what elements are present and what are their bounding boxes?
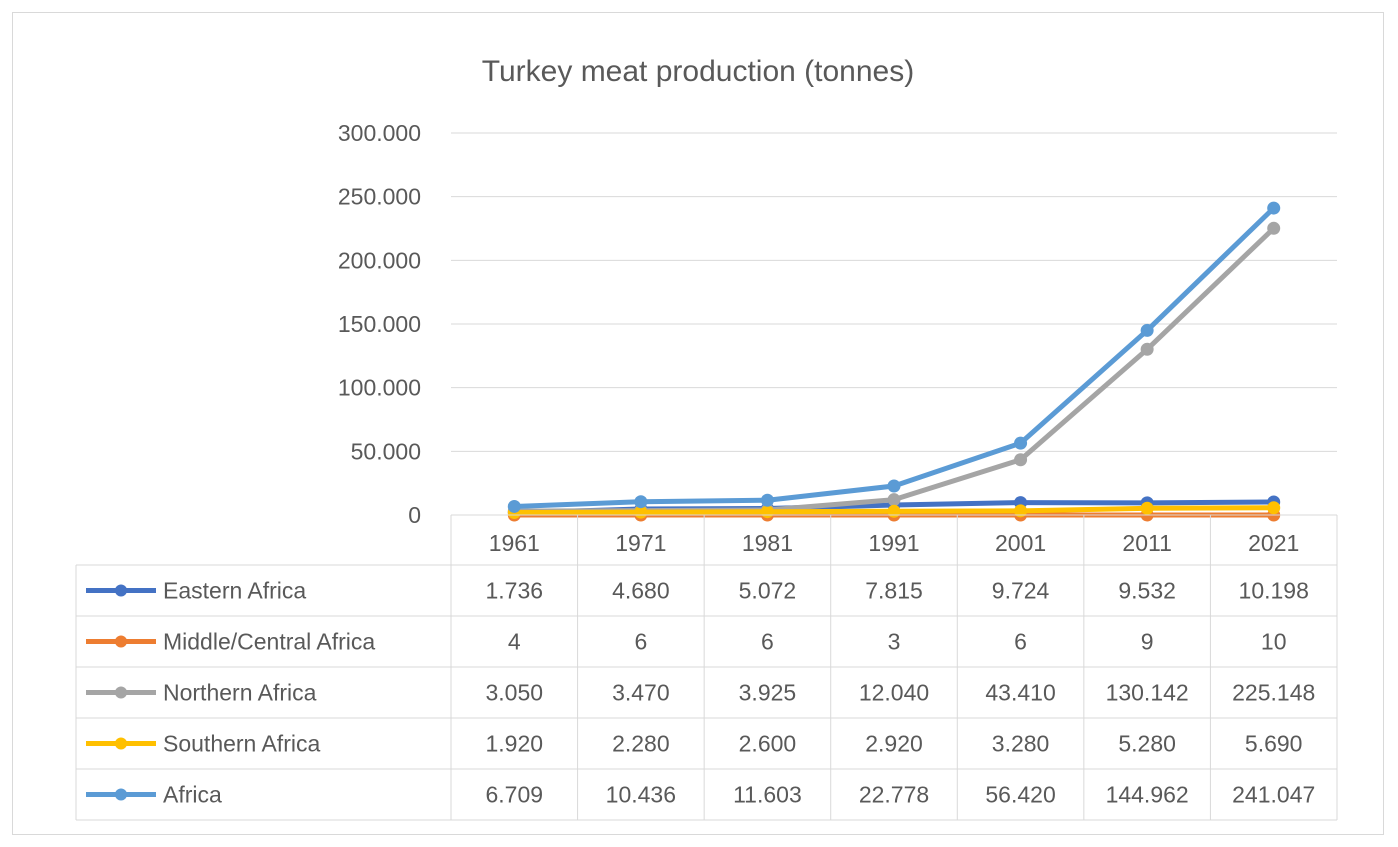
x-tick-label: 1971 [615, 530, 666, 556]
data-cell: 11.603 [733, 782, 802, 808]
legend-marker [115, 788, 127, 801]
data-cell: 6.709 [486, 782, 544, 808]
x-tick-label: 2011 [1122, 530, 1171, 556]
legend-label: Eastern Africa [163, 578, 306, 604]
y-tick-label: 100.000 [338, 375, 421, 401]
data-point [887, 493, 901, 507]
y-tick-label: 0 [408, 502, 421, 528]
data-cell: 56.420 [985, 782, 1055, 808]
data-cell: 9 [1141, 629, 1154, 655]
legend-label: Africa [163, 782, 222, 808]
data-point [1140, 323, 1154, 337]
data-cell: 43.410 [985, 680, 1055, 706]
series-line [511, 225, 1277, 514]
data-cell: 225.148 [1232, 680, 1315, 706]
data-cell: 4.680 [612, 578, 670, 604]
data-point [1267, 221, 1281, 235]
data-point [1267, 501, 1281, 515]
data-cell: 1.736 [486, 578, 544, 604]
line-chart: Turkey meat production (tonnes) 0 50.000 1… [75, 55, 1338, 821]
data-point [1014, 453, 1028, 467]
gridlines [451, 132, 1337, 452]
y-axis-tick-labels: 0 50.000 100.000 150.000 200.000 250.000 300.0… [338, 120, 421, 528]
data-cell: 9.724 [992, 578, 1050, 604]
data-cell: 9.532 [1118, 578, 1176, 604]
data-table: 1961 1971 1981 1991 2001 2011 2021 Eastern Afri… [75, 514, 1338, 821]
series-line [511, 205, 1277, 509]
data-cell: 1.920 [486, 731, 544, 757]
data-cell: 10 [1261, 629, 1287, 655]
data-cell: 10.198 [1239, 578, 1309, 604]
x-tick-label: 2021 [1248, 530, 1299, 556]
data-cell: 22.778 [859, 782, 929, 808]
legend-label: Northern Africa [163, 680, 317, 706]
data-point [887, 504, 901, 518]
y-tick-label: 250.000 [338, 184, 421, 210]
data-cell: 3.470 [612, 680, 670, 706]
data-cell: 2.920 [865, 731, 923, 757]
y-tick-label: 200.000 [338, 247, 421, 273]
data-cell: 10.436 [606, 782, 676, 808]
data-cell: 6 [1014, 629, 1027, 655]
data-cell: 130.142 [1106, 680, 1189, 706]
legend-marker [115, 584, 127, 597]
legend-marker [115, 737, 127, 750]
data-point [760, 505, 774, 519]
data-cell: 3.925 [739, 680, 797, 706]
data-point [1140, 501, 1154, 515]
data-point [1267, 201, 1281, 215]
data-cell: 5.690 [1245, 731, 1303, 757]
data-point [1140, 342, 1154, 356]
data-cell: 6 [761, 629, 774, 655]
data-cell: 2.280 [612, 731, 670, 757]
legend-marker [115, 686, 127, 699]
data-cell: 5.072 [739, 578, 797, 604]
data-cell: 7.815 [865, 578, 923, 604]
series-lines [507, 201, 1281, 522]
chart-frame: Turkey meat production (tonnes) 0 50.000 1… [12, 12, 1384, 835]
data-cell: 6 [634, 629, 647, 655]
y-tick-label: 50.000 [351, 438, 421, 464]
x-tick-label: 1981 [742, 530, 793, 556]
data-cell: 241.047 [1232, 782, 1315, 808]
data-point [760, 493, 774, 507]
x-tick-label: 2001 [995, 530, 1046, 556]
y-tick-label: 150.000 [338, 311, 421, 337]
y-tick-label: 300.000 [338, 120, 421, 146]
data-cell: 144.962 [1106, 782, 1189, 808]
data-cell: 3 [888, 629, 901, 655]
data-point [1014, 436, 1028, 450]
legend-label: Middle/Central Africa [163, 629, 375, 655]
legend-label: Southern Africa [163, 731, 320, 757]
legend-marker [115, 635, 127, 648]
data-cell: 3.280 [992, 731, 1050, 757]
data-cell: 5.280 [1118, 731, 1176, 757]
data-point [634, 495, 648, 509]
data-point [887, 479, 901, 493]
data-cell: 3.050 [486, 680, 544, 706]
data-point [1014, 504, 1028, 518]
data-cell: 12.040 [859, 680, 929, 706]
data-cell: 2.600 [739, 731, 797, 757]
data-cell: 4 [508, 629, 521, 655]
data-point [507, 499, 521, 513]
x-tick-label: 1961 [489, 530, 540, 556]
chart-title: Turkey meat production (tonnes) [482, 55, 914, 88]
x-tick-label: 1991 [868, 530, 919, 556]
